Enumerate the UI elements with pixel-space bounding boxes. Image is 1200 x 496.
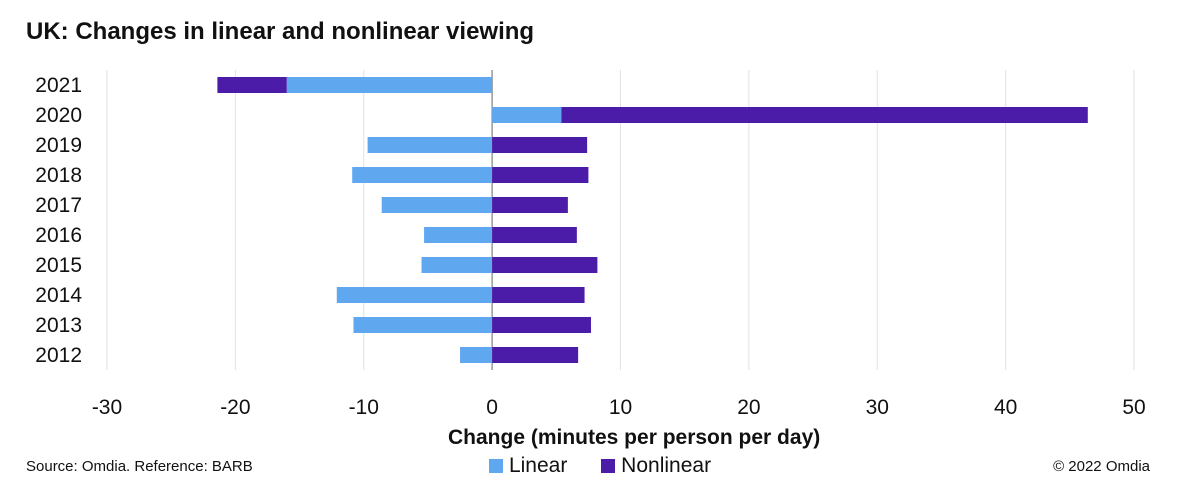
bar-linear-2019 [367,137,493,153]
x-tick-label: 40 [994,396,1017,419]
bar-nonlinear-2021 [217,77,287,93]
bar-linear-2012 [460,347,493,363]
bar-linear-2015 [421,257,493,273]
y-tick-label: 2019 [35,134,82,157]
bar-nonlinear-2015 [492,257,598,273]
bar-nonlinear-2013 [492,317,591,333]
x-tick-label: -20 [220,396,250,419]
bar-linear-2013 [353,317,493,333]
x-tick-label: 10 [609,396,632,419]
legend-label-linear: Linear [508,454,568,477]
chart-title: UK: Changes in linear and nonlinear view… [26,18,535,45]
legend: Linear Nonlinear [0,454,1200,478]
x-tick-label: -30 [92,396,122,419]
y-tick-label: 2015 [35,254,82,277]
x-tick-label: 30 [866,396,889,419]
x-tick-label: 20 [737,396,760,419]
bar-nonlinear-2019 [492,137,588,153]
source-note: Source: Omdia. Reference: BARB [26,458,253,475]
y-tick-label: 2013 [35,314,82,337]
legend-item-linear: Linear [488,454,568,477]
bar-nonlinear-2016 [492,227,577,243]
bar-nonlinear-2018 [492,167,589,183]
y-tick-label: 2014 [35,284,82,307]
x-tick-label: 50 [1122,396,1145,419]
x-tick-label: -10 [349,396,379,419]
y-tick-label: 2017 [35,194,82,217]
bar-nonlinear-2012 [492,347,579,363]
y-tick-label: 2021 [35,74,82,97]
bar-nonlinear-2020 [561,107,1088,123]
y-tick-label: 2012 [35,344,82,367]
legend-swatch-nonlinear [601,459,616,474]
x-tick-label: 0 [486,396,498,419]
bar-nonlinear-2014 [492,287,585,303]
bar-linear-2021 [286,77,493,93]
y-tick-label: 2018 [35,164,82,187]
legend-item-nonlinear: Nonlinear [601,454,711,477]
legend-label-nonlinear: Nonlinear [621,454,712,477]
y-tick-label: 2016 [35,224,82,247]
bar-chart: -30 -20 -10 0 10 20 30 40 50 2021 2020 2019 2018 2017… [35,70,1146,449]
y-tick-label: 2020 [35,104,82,127]
bar-linear-2016 [424,227,493,243]
bar-linear-2020 [492,107,562,123]
bar-nonlinear-2017 [492,197,568,213]
copyright: © 2022 Omdia [1053,458,1150,475]
bar-linear-2014 [336,287,493,303]
bar-linear-2018 [352,167,493,183]
legend-swatch-linear [488,459,503,474]
bar-linear-2017 [381,197,493,213]
x-axis-label: Change (minutes per person per day) [448,426,820,449]
